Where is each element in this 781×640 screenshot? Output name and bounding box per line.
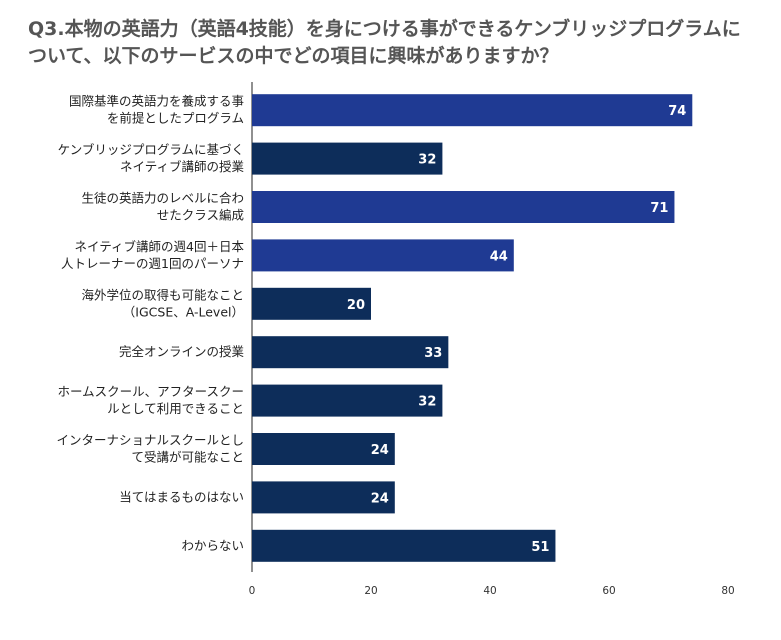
x-tick-label: 0	[249, 585, 256, 597]
data-label: 33	[424, 346, 442, 361]
x-tick-label: 80	[721, 585, 734, 597]
category-label: 海外学位の取得も可能なこと（IGCSE、A-Level）	[81, 287, 244, 319]
bar	[252, 529, 556, 562]
data-label: 71	[650, 201, 668, 216]
category-label: 生徒の英語力のレベルに合わせたクラス編成	[81, 191, 244, 223]
category-label: 完全オンラインの授業	[119, 344, 245, 359]
data-label: 24	[371, 491, 389, 506]
category-label: ホームスクール、アフタースクールとして利用できること	[57, 384, 244, 416]
bar	[252, 336, 449, 369]
x-tick-label: 60	[602, 585, 615, 597]
chart-title: Q3.本物の英語力（英語4技能）を身につける事ができるケンブリッジプログラムにつ…	[28, 18, 741, 67]
data-label: 74	[668, 104, 686, 119]
bar	[252, 94, 693, 127]
bar	[252, 191, 675, 223]
x-tick-label: 20	[364, 585, 377, 597]
data-label: 51	[531, 540, 549, 555]
bar	[252, 287, 371, 320]
bar	[252, 481, 395, 514]
data-label: 24	[371, 443, 389, 458]
bar	[252, 239, 514, 272]
category-label: ケンブリッジプログラムに基づくネイティブ講師の授業	[58, 142, 245, 174]
category-label: インターナショナルスクールとして受講が可能なこと	[56, 433, 244, 465]
x-tick-label: 40	[483, 585, 496, 597]
category-label: わからない	[181, 538, 244, 553]
bar	[252, 384, 443, 417]
data-label: 44	[490, 249, 508, 264]
bar	[252, 433, 395, 465]
category-label: 国際基準の英語力を養成する事を前提としたプログラム	[69, 94, 244, 126]
data-label: 32	[418, 395, 436, 410]
bar	[252, 142, 443, 175]
data-label: 20	[347, 298, 365, 313]
category-label: ネイティブ講師の週4回＋日本人トレーナーの週1回のパーソナ	[61, 239, 244, 271]
category-label: 当てはまるものはない	[119, 489, 244, 504]
data-label: 32	[418, 153, 436, 168]
